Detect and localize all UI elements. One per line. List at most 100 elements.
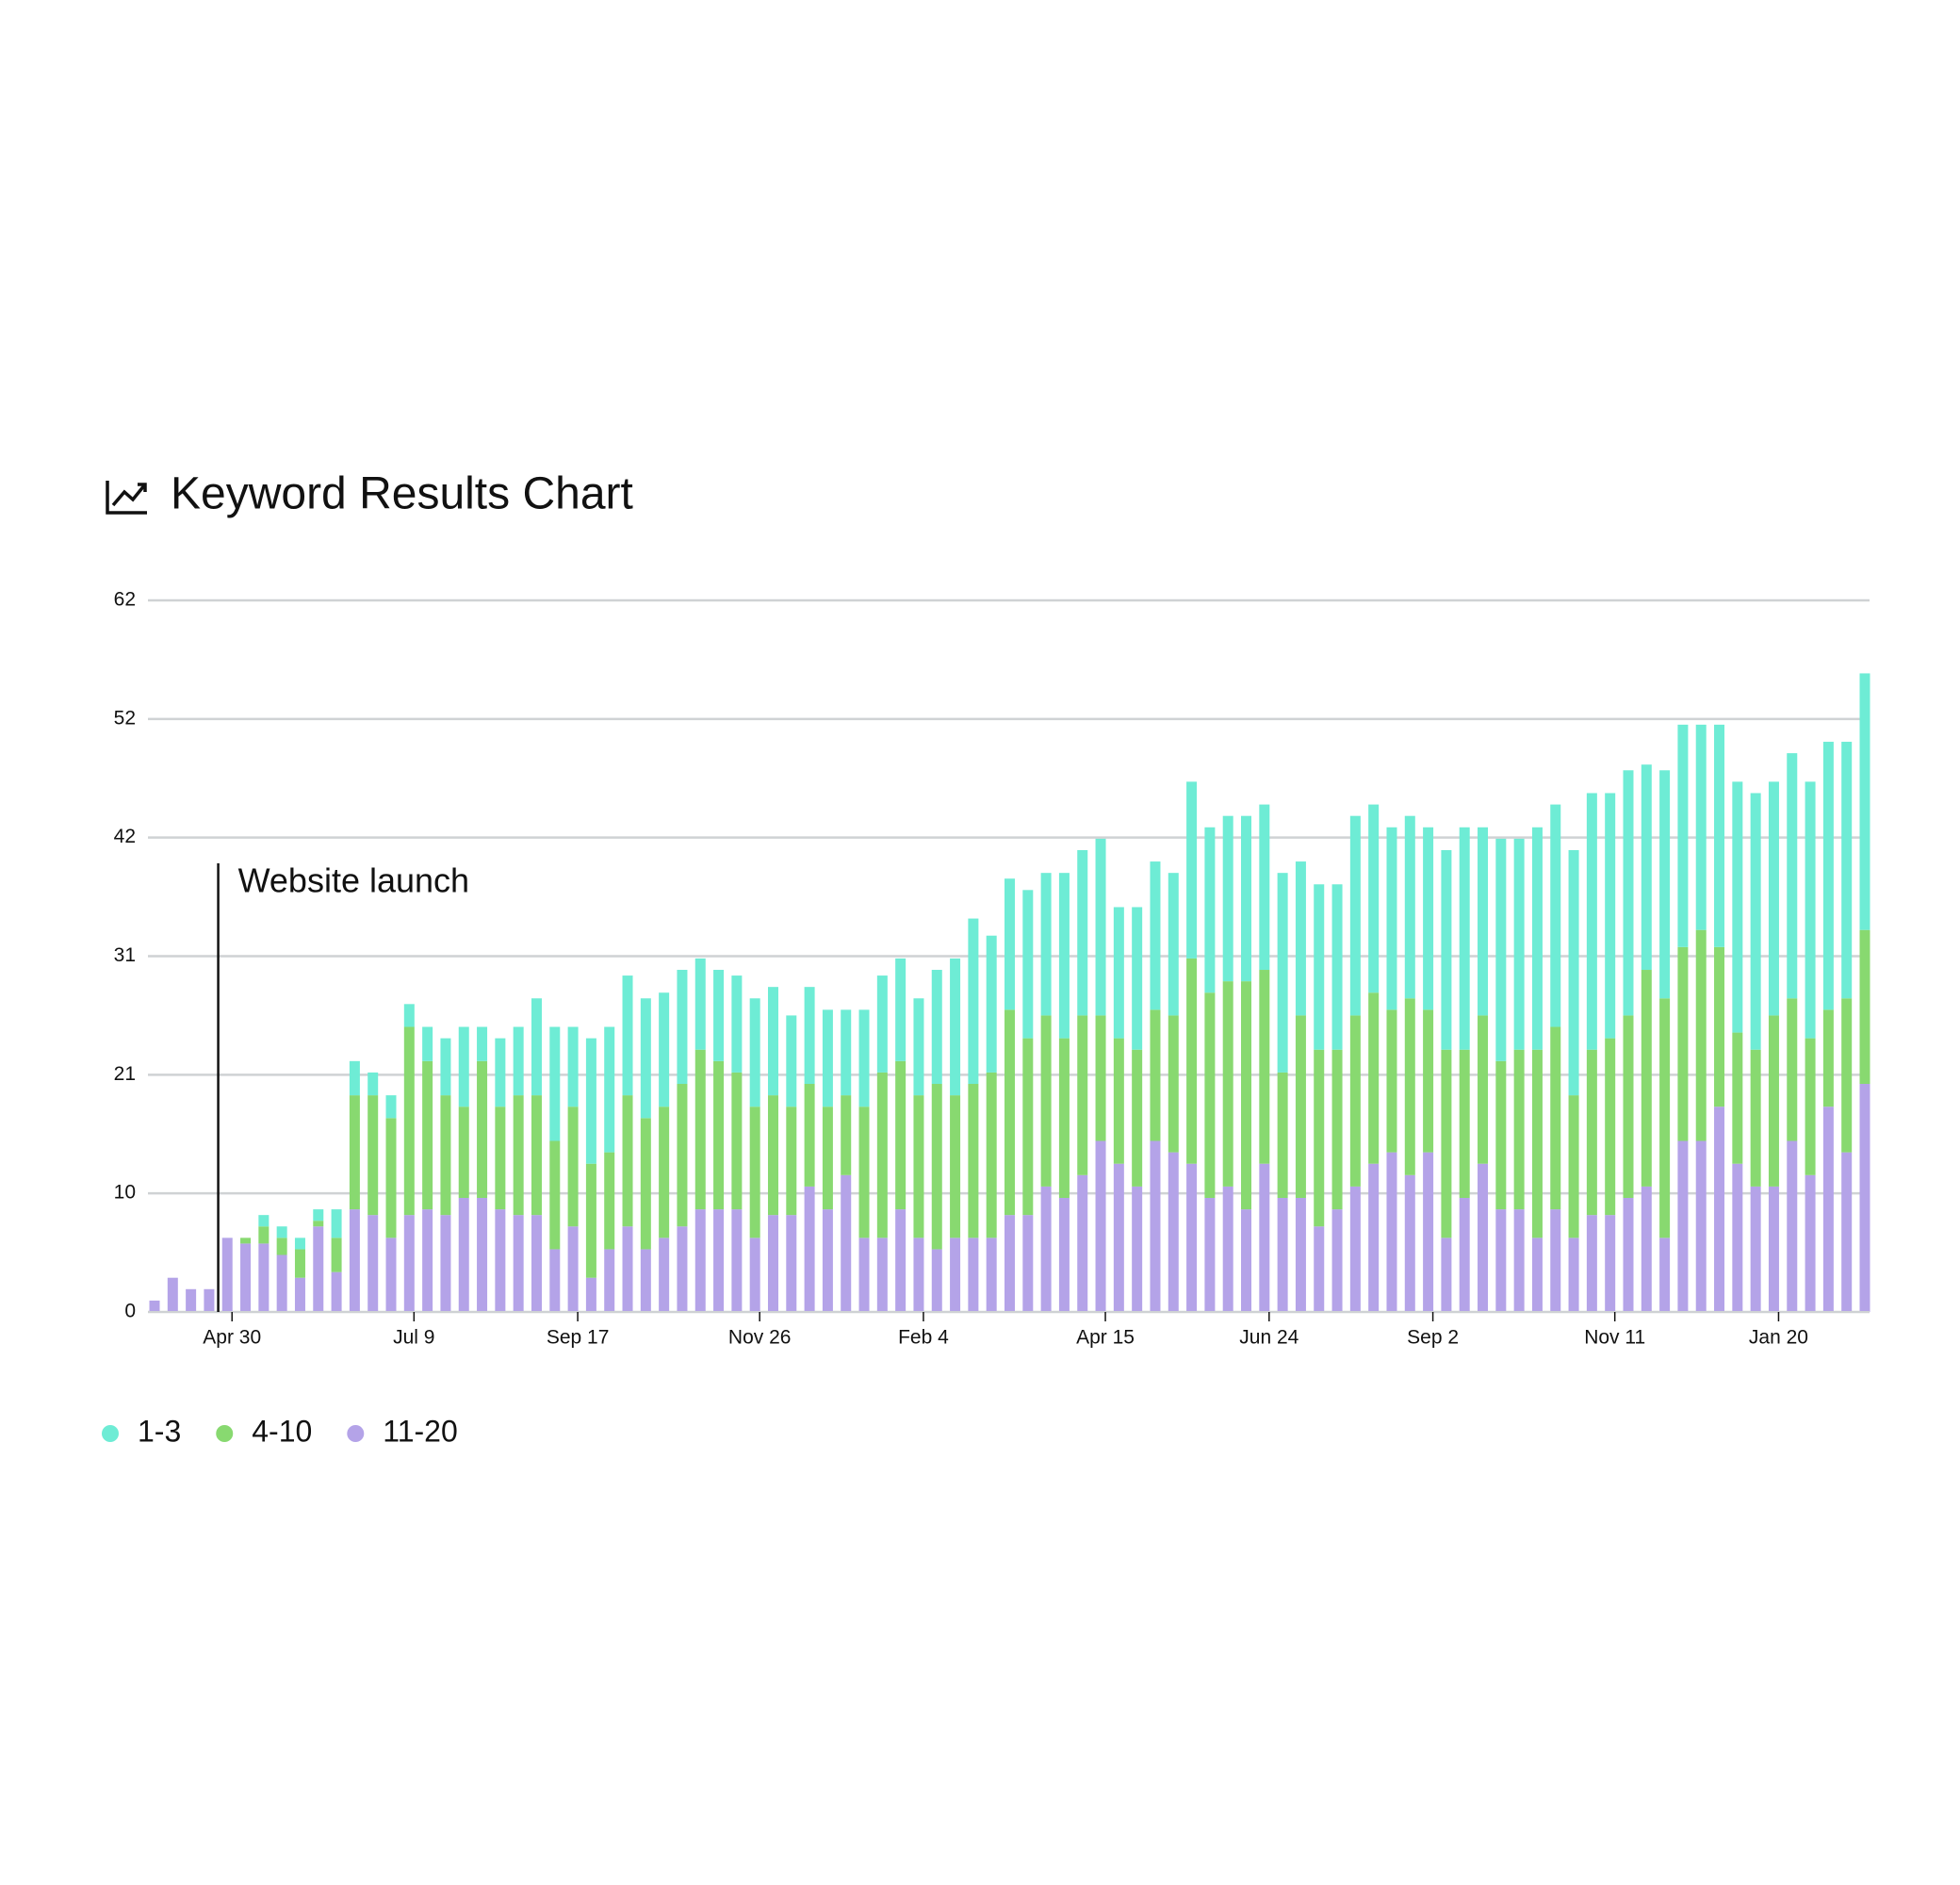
bar-segment — [1113, 907, 1124, 1039]
bar-segment — [1077, 1015, 1088, 1175]
bar-segment — [1441, 849, 1452, 1050]
bar-segment — [1349, 1186, 1361, 1312]
bar-segment — [1186, 781, 1198, 959]
bar-segment — [349, 1095, 360, 1210]
bar-segment — [1314, 1049, 1325, 1227]
bar-segment — [822, 1106, 833, 1210]
bar-segment — [622, 1226, 633, 1312]
bar-segment — [786, 1215, 797, 1312]
bar-segment — [1186, 958, 1198, 1164]
bar-segment — [731, 1072, 743, 1210]
bar-segment — [694, 1209, 706, 1312]
bar-segment — [1623, 1015, 1634, 1199]
bar-segment — [822, 1209, 833, 1312]
bar-segment — [1404, 998, 1415, 1175]
bar-segment — [1768, 1015, 1779, 1187]
bar-segment — [1659, 998, 1671, 1238]
x-tick-label: Nov 26 — [728, 1327, 792, 1349]
bar-segment — [1186, 1163, 1198, 1312]
bar-segment — [895, 1209, 906, 1312]
bar-segment — [331, 1209, 342, 1238]
bar-segment — [1095, 838, 1106, 1016]
bar-segment — [1277, 1198, 1288, 1312]
bar-segment — [1677, 946, 1689, 1141]
bar-segment — [204, 1288, 215, 1312]
bar-segment — [749, 998, 760, 1107]
bar-segment — [1204, 992, 1216, 1199]
bar-segment — [713, 1209, 725, 1312]
bar-segment — [986, 1238, 997, 1312]
bar-segment — [1222, 981, 1233, 1187]
bar-segment — [622, 975, 633, 1096]
bar-segment — [331, 1271, 342, 1312]
bar-segment — [1714, 1106, 1725, 1312]
bar-segment — [931, 1084, 942, 1250]
bar-segment — [1204, 1198, 1216, 1312]
bar-segment — [531, 1095, 542, 1216]
bar-segment — [968, 1084, 979, 1238]
chart-title: Keyword Results Chart — [171, 469, 633, 519]
bar-segment — [968, 918, 979, 1085]
bar-segment — [1095, 1015, 1106, 1141]
bar-segment — [1022, 890, 1034, 1039]
bar-segment — [1568, 1095, 1579, 1238]
bar-segment — [1513, 1209, 1525, 1312]
bar-segment — [1040, 1015, 1052, 1187]
bar-segment — [749, 1106, 760, 1238]
bar-segment — [1605, 1215, 1616, 1312]
bar-segment — [567, 1106, 579, 1227]
bar-segment — [731, 975, 743, 1073]
bar-segment — [1058, 873, 1070, 1039]
bar-segment — [1531, 827, 1543, 1050]
bar-segment — [495, 1209, 506, 1312]
bar-segment — [677, 1226, 688, 1312]
bar-segment — [1204, 827, 1216, 993]
x-tick-label: Jun 24 — [1239, 1327, 1298, 1349]
bar-segment — [240, 1238, 252, 1244]
bar-segment — [1423, 1152, 1434, 1312]
bar-segment — [604, 1026, 615, 1153]
bar-segment — [767, 987, 778, 1096]
bar-segment — [1022, 1038, 1034, 1216]
bar-segment — [1659, 770, 1671, 999]
bar-segment — [422, 1209, 433, 1312]
bar-segment — [221, 1238, 233, 1312]
bar-segment — [1605, 793, 1616, 1039]
bar-segment — [1040, 873, 1052, 1016]
bar-segment — [1241, 981, 1252, 1210]
bar-segment — [895, 1060, 906, 1210]
bar-segment — [403, 1026, 415, 1216]
bar-segment — [1331, 1049, 1343, 1210]
y-tick-label: 10 — [114, 1182, 136, 1204]
bar-segment — [440, 1038, 451, 1096]
bar-segment — [585, 1163, 596, 1278]
bar-segment — [1295, 1198, 1306, 1312]
x-tick-label: Apr 15 — [1076, 1327, 1135, 1349]
legend-marker — [216, 1425, 234, 1442]
bar-segment — [1058, 1198, 1070, 1312]
bar-segment — [1132, 1186, 1143, 1312]
bar-segment — [841, 1009, 852, 1096]
bar-segment — [1077, 1174, 1088, 1312]
bar-segment — [1822, 742, 1834, 1010]
bar-segment — [258, 1243, 270, 1312]
bar-segment — [1095, 1140, 1106, 1312]
icon-arrow — [138, 483, 147, 492]
bar-segment — [1714, 946, 1725, 1107]
bar-segment — [913, 1095, 924, 1238]
bar-segment — [1732, 781, 1743, 1033]
bar-segment — [440, 1095, 451, 1216]
bar-segment — [876, 975, 888, 1073]
bar-segment — [858, 1106, 870, 1238]
bar-segment — [1787, 753, 1798, 999]
bar-segment — [422, 1060, 433, 1210]
bar-segment — [294, 1238, 305, 1250]
bar-segment — [804, 1186, 815, 1312]
bar-segment — [1423, 1009, 1434, 1153]
bar-segment — [1386, 1009, 1397, 1153]
bar-segment — [604, 1152, 615, 1250]
bar-segment — [622, 1095, 633, 1227]
bar-segment — [1641, 970, 1652, 1187]
bar-segment — [1368, 804, 1380, 993]
bar-segment — [349, 1060, 360, 1096]
